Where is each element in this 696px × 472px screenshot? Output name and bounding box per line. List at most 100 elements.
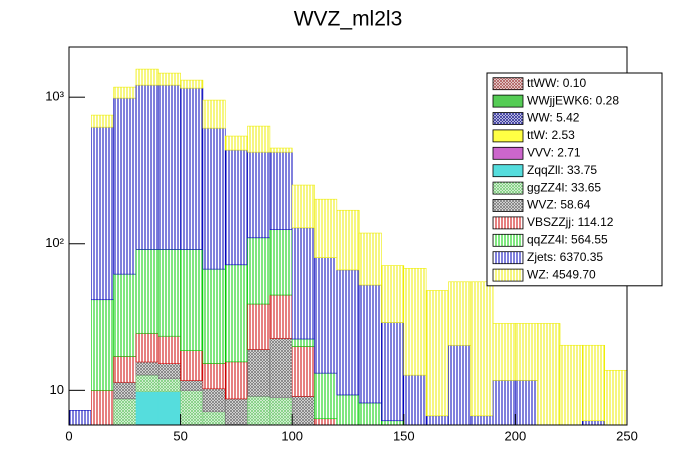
legend-swatch	[492, 233, 524, 247]
legend-label: ggZZ4l: 33.65	[527, 180, 601, 194]
bar-segment	[224, 361, 248, 400]
bar-segment	[291, 346, 315, 397]
bar-segment	[381, 420, 405, 426]
legend-label: ZqqZll: 33.75	[527, 163, 597, 177]
bar-segment	[425, 290, 449, 417]
x-tick-label: 100	[281, 428, 303, 443]
bar-segment	[68, 410, 92, 426]
bar-segment	[247, 125, 271, 153]
bar-segment	[113, 86, 137, 99]
bar-segment	[91, 114, 114, 128]
bar-segment	[157, 249, 181, 337]
bar-segment	[224, 135, 248, 151]
bar-segment	[113, 356, 137, 383]
bar-segment	[269, 147, 293, 153]
bar-segment	[381, 265, 405, 323]
bar-segment	[336, 209, 360, 271]
bar-segment	[515, 380, 539, 426]
legend-label: ttW: 2.53	[527, 128, 575, 142]
bar-segment	[269, 338, 293, 399]
bar-segment	[291, 396, 315, 426]
y-tick-label: 10	[50, 382, 64, 397]
bar-segment	[470, 415, 494, 426]
legend-label: VVV: 2.71	[527, 145, 581, 159]
legend-label: VBSZZjj: 114.12	[527, 215, 614, 229]
bar-segment	[180, 87, 204, 250]
legend-swatch	[492, 251, 524, 265]
bar-segment	[91, 390, 114, 426]
bar-segment	[291, 227, 315, 340]
bar-segment	[269, 397, 293, 426]
bar-segment	[515, 323, 539, 381]
bar-segment	[247, 349, 271, 397]
bar-segment	[113, 381, 137, 400]
bar-segment	[135, 374, 159, 392]
legend-swatch	[492, 216, 524, 230]
bar-segment	[559, 344, 583, 426]
legend-swatch	[492, 268, 524, 282]
bar-segment	[157, 363, 181, 380]
bar-segment	[180, 380, 204, 391]
bar-segment	[202, 99, 226, 129]
bar-segment	[314, 372, 338, 420]
bar-segment	[157, 84, 181, 250]
legend-label: WVZ: 58.64	[527, 198, 591, 212]
legend-label: WZ: 4549.70	[527, 267, 596, 281]
legend-swatch	[492, 112, 524, 125]
legend-swatch	[492, 77, 524, 91]
y-tick-label: 10³	[45, 89, 64, 104]
x-tick-label: 150	[393, 428, 415, 443]
legend-swatch	[492, 146, 524, 160]
bar-segment	[135, 332, 159, 363]
legend-label: WW: 5.42	[527, 111, 580, 125]
bar-segment	[358, 284, 382, 404]
x-tick-label: 200	[505, 428, 527, 443]
bar-segment	[269, 151, 293, 231]
bar-segment	[113, 398, 137, 426]
bar-segment	[224, 398, 248, 425]
bar-segment	[180, 350, 204, 381]
bar-segment	[358, 232, 382, 286]
bar-segment	[291, 184, 315, 229]
legend-swatch	[492, 129, 524, 143]
bar-segment	[537, 323, 561, 426]
bar-segment	[492, 323, 516, 381]
bar-segment	[403, 268, 427, 376]
bar-segment	[336, 269, 360, 396]
bar-segment	[202, 388, 226, 413]
bar-segment	[202, 363, 226, 390]
legend-label: WWjjEWK6: 0.28	[527, 93, 619, 107]
bar-segment	[202, 127, 226, 270]
bar-segment	[91, 299, 114, 391]
bar-segment	[135, 249, 159, 334]
bar-segment	[604, 369, 628, 426]
legend-label: qqZZ4l: 564.55	[527, 232, 608, 246]
bar-segment	[135, 361, 159, 376]
bar-segment	[202, 411, 226, 426]
bar-segment	[113, 273, 137, 357]
bar-segment	[202, 268, 226, 364]
bar-segment	[381, 322, 405, 422]
y-tick-label: 10²	[45, 235, 64, 250]
bar-segment	[448, 281, 472, 346]
bar-segment	[157, 72, 181, 86]
x-tick-label: 250	[616, 428, 638, 443]
bar-segment	[91, 126, 114, 301]
bar-segment	[448, 344, 472, 426]
bar-segment	[247, 151, 271, 239]
bar-segment	[358, 402, 382, 426]
bar-segment	[157, 378, 181, 392]
bar-segment	[224, 149, 248, 266]
bar-segment	[113, 97, 137, 275]
x-tick-label: 50	[173, 428, 187, 443]
bar-segment	[157, 335, 181, 364]
legend-label: Zjets: 6370.35	[527, 250, 603, 264]
legend-swatch	[492, 181, 524, 195]
bar-segment	[157, 391, 181, 426]
bar-segment	[314, 418, 338, 426]
bar-segment	[135, 391, 159, 426]
bar-segment	[470, 281, 494, 417]
bar-segment	[247, 237, 271, 305]
bar-segment	[314, 257, 338, 374]
